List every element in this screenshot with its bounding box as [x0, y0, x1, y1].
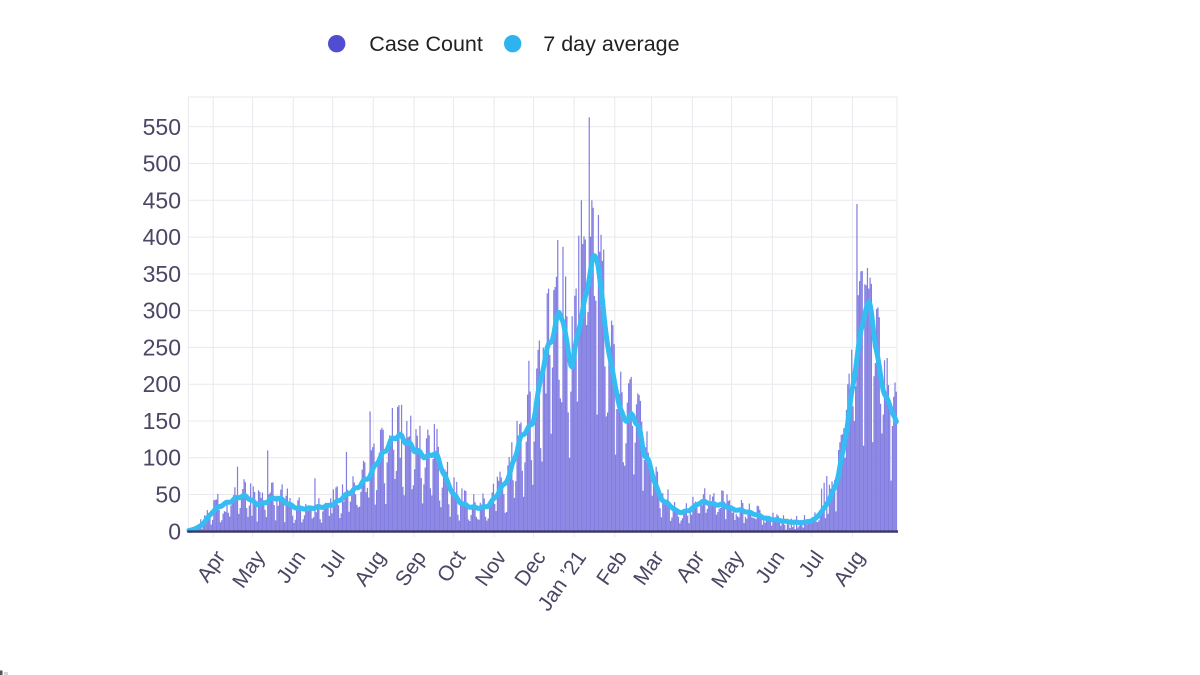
- svg-text:150: 150: [143, 408, 181, 434]
- svg-text:550: 550: [143, 114, 181, 140]
- svg-text:500: 500: [143, 151, 181, 177]
- svg-text:450: 450: [143, 187, 181, 213]
- svg-text:50: 50: [155, 482, 181, 508]
- svg-text:400: 400: [143, 224, 181, 250]
- svg-text:300: 300: [143, 298, 181, 324]
- svg-text:Case Count: Case Count: [369, 32, 483, 56]
- svg-text:200: 200: [143, 371, 181, 397]
- svg-text:0: 0: [168, 518, 181, 544]
- svg-text:350: 350: [143, 261, 181, 287]
- svg-text:7 day average: 7 day average: [543, 32, 679, 56]
- svg-text:250: 250: [143, 334, 181, 360]
- svg-text:100: 100: [143, 445, 181, 471]
